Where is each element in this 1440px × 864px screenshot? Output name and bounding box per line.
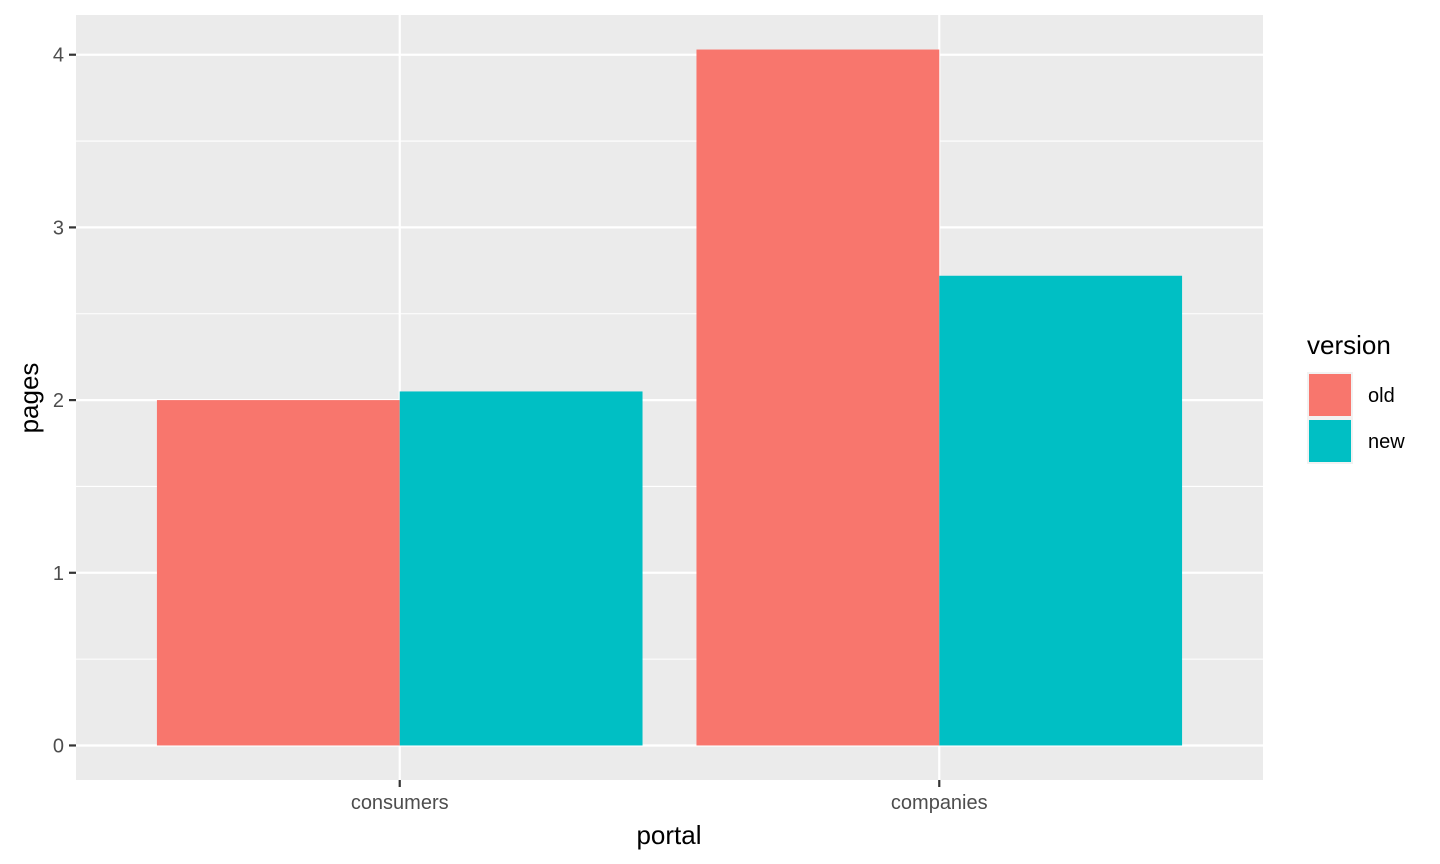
y-tick-label: 1 [53,563,64,585]
legend-key-old [1309,374,1351,416]
legend-key-new [1309,420,1351,462]
bar-new-companies [939,275,1183,746]
legend-label-new: new [1368,431,1405,453]
bar-old-companies [696,49,940,746]
x-axis-title: portal [636,820,701,850]
y-axis-title: pages [14,363,44,434]
bars [156,49,1183,746]
x-tick-label: companies [891,792,988,814]
x-axis: consumers companies [351,780,988,814]
y-tick-label: 2 [53,390,64,412]
legend-title: version [1307,330,1391,360]
bar-old-consumers [156,400,400,746]
y-tick-label: 0 [53,735,64,757]
x-tick-label: consumers [351,792,449,814]
y-tick-label: 3 [53,217,64,239]
legend: version old new [1307,330,1405,464]
bar-new-consumers [399,391,643,746]
y-axis: 0 1 2 3 4 [53,45,76,757]
y-tick-label: 4 [53,45,64,67]
legend-label-old: old [1368,385,1395,407]
